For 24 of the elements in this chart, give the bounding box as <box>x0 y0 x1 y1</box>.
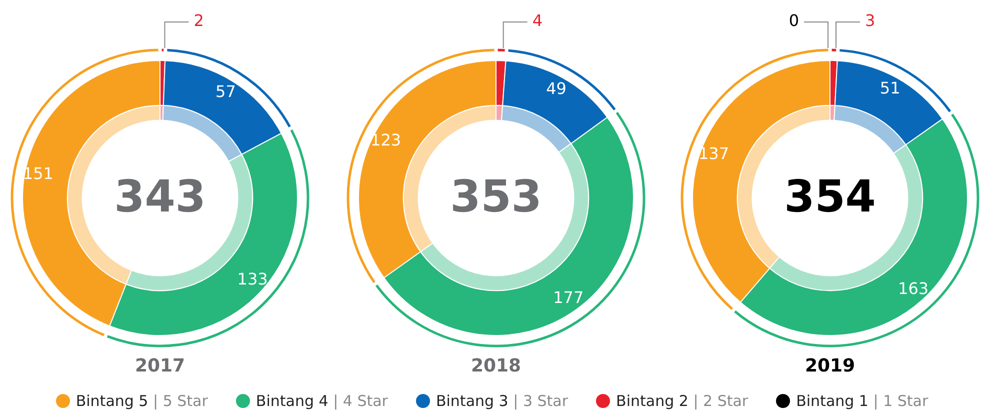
legend-label: Bintang 2 | 2 Star <box>616 392 748 410</box>
data-label: 151 <box>22 164 54 184</box>
text: 2019 <box>804 356 856 377</box>
data-label: 123 <box>370 130 402 150</box>
text: 354 <box>784 171 876 222</box>
text: 343 <box>114 171 206 222</box>
data-label: 4 <box>532 11 543 30</box>
data-label: 177 <box>553 288 584 307</box>
text: 353 <box>450 171 542 222</box>
text: 0 <box>788 11 799 30</box>
legend-label: Bintang 3 | 3 Star <box>436 392 568 410</box>
data-label: 2 <box>194 11 204 30</box>
data-label: 3 <box>864 11 876 30</box>
data-label: 49 <box>546 78 566 98</box>
text: 2018 <box>470 356 522 377</box>
legend-label: Bintang 4 | 4 Star <box>256 392 388 410</box>
data-label: 133 <box>237 270 268 289</box>
legend-label: Bintang 5 | 5 Star <box>76 392 208 410</box>
data-label: 137 <box>698 144 730 164</box>
data-label: 51 <box>880 78 900 98</box>
legend-label: Bintang 1 | 1 Star <box>796 392 928 410</box>
text: 2017 <box>134 356 186 377</box>
data-label: 57 <box>216 82 236 102</box>
data-label: 163 <box>898 279 929 298</box>
